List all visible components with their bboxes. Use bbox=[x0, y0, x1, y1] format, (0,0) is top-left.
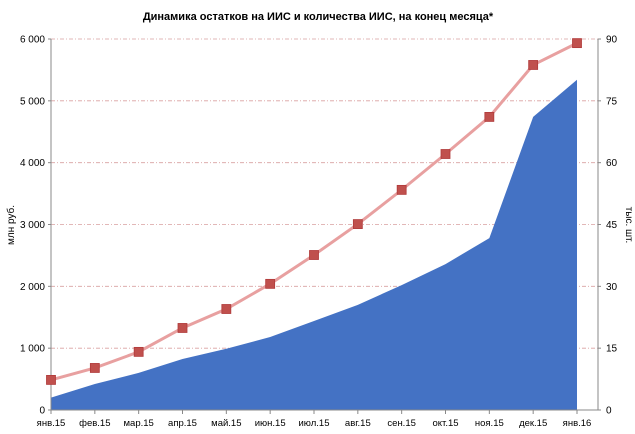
x-tick-label: июн.15 bbox=[255, 418, 286, 429]
line-marker bbox=[133, 346, 144, 357]
area-series-balances bbox=[51, 79, 577, 410]
x-tick-label: окт.15 bbox=[432, 418, 458, 429]
x-tick-label: май.15 bbox=[211, 418, 241, 429]
line-marker bbox=[484, 112, 495, 122]
y2-tick-label: 30 bbox=[606, 282, 618, 293]
line-marker bbox=[528, 60, 539, 70]
line-marker bbox=[572, 38, 582, 49]
y2-tick-label: 15 bbox=[606, 344, 618, 355]
x-tick-label: янв.15 bbox=[37, 418, 66, 429]
y-tick-label: 0 bbox=[39, 406, 45, 417]
line-marker bbox=[177, 323, 188, 333]
y-axis-label: млн руб. bbox=[5, 205, 17, 245]
x-tick-label: ноя.15 bbox=[475, 418, 504, 429]
y2-tick-label: 90 bbox=[606, 35, 618, 46]
y2-axis-label: тыс. шт. bbox=[623, 207, 634, 244]
x-tick-label: июл.15 bbox=[299, 418, 330, 429]
line-marker bbox=[221, 304, 232, 314]
x-tick-label: авг.15 bbox=[345, 418, 371, 429]
y-tick-label: 5 000 bbox=[20, 96, 45, 107]
x-tick-label: мар.15 bbox=[124, 418, 154, 429]
chart-title: Динамика остатков на ИИС и количества ИИ… bbox=[143, 11, 494, 23]
y-tick-label: 4 000 bbox=[20, 158, 45, 169]
line-marker bbox=[89, 363, 100, 373]
line-marker bbox=[352, 219, 363, 229]
line-marker bbox=[309, 250, 319, 260]
x-tick-label: апр.15 bbox=[168, 418, 197, 429]
y-tick-label: 6 000 bbox=[20, 35, 45, 46]
line-marker bbox=[440, 149, 451, 159]
x-tick-label: янв.16 bbox=[563, 418, 592, 429]
y2-tick-label: 45 bbox=[606, 220, 618, 231]
x-tick-label: сен.15 bbox=[387, 418, 416, 429]
x-tick-label: фев.15 bbox=[79, 418, 110, 429]
y2-tick-label: 75 bbox=[606, 96, 618, 107]
y-tick-label: 3 000 bbox=[20, 220, 45, 231]
line-marker bbox=[46, 375, 56, 385]
y2-tick-label: 60 bbox=[606, 158, 618, 169]
y2-tick-label: 0 bbox=[606, 406, 612, 417]
y-tick-label: 2 000 bbox=[20, 282, 45, 293]
line-marker bbox=[265, 278, 276, 289]
line-marker bbox=[396, 184, 407, 195]
x-tick-label: дек.15 bbox=[519, 418, 547, 429]
y-tick-label: 1 000 bbox=[20, 344, 45, 355]
